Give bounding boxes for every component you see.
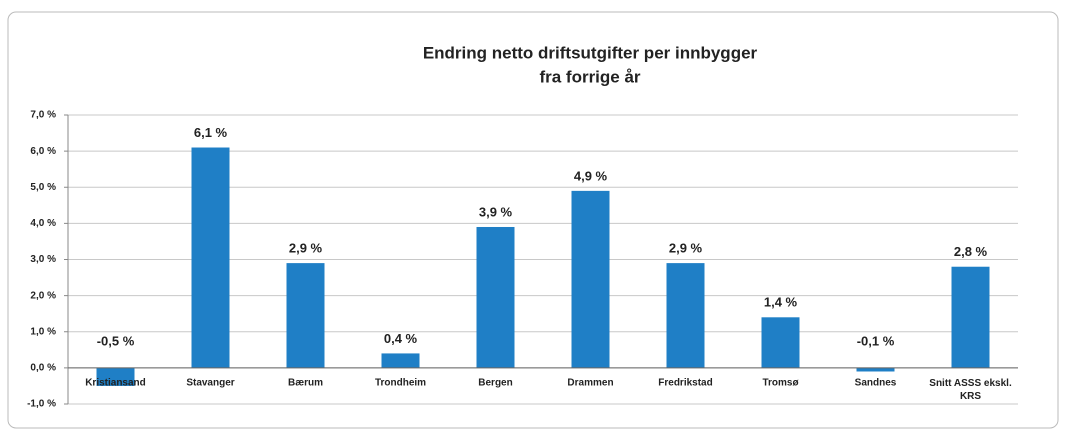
y-tick-label: 1,0 % <box>30 326 56 337</box>
data-label: 3,9 % <box>479 204 513 219</box>
bar <box>571 190 610 368</box>
x-tick-label: Kristiansand <box>85 378 146 389</box>
x-tick-label: Trondheim <box>375 378 426 389</box>
x-tick-label: Drammen <box>567 378 613 389</box>
data-label: -0,5 % <box>97 333 135 348</box>
data-label: 4,9 % <box>574 168 608 183</box>
bar <box>191 147 230 368</box>
bar <box>96 367 135 386</box>
x-tick-label: Bergen <box>478 378 512 389</box>
data-label: 1,4 % <box>764 295 798 310</box>
data-label: 2,9 % <box>289 241 323 256</box>
chart-title: fra forrige år <box>539 67 640 86</box>
data-label: 0,4 % <box>384 331 418 346</box>
bar <box>951 266 990 368</box>
x-tick-label: Fredrikstad <box>658 378 712 389</box>
data-label: 2,9 % <box>669 241 703 256</box>
bar <box>666 263 705 368</box>
x-tick-label: Stavanger <box>186 378 234 389</box>
x-tick-label: Sandnes <box>855 378 897 389</box>
bar <box>286 263 325 368</box>
y-tick-label: 5,0 % <box>30 182 56 193</box>
x-tick-label: Snitt ASSS ekskl. KRS <box>929 378 1012 402</box>
data-label: 2,8 % <box>954 244 988 259</box>
y-tick-label: 6,0 % <box>30 146 56 157</box>
bar <box>761 317 800 368</box>
chart-title: Endring netto driftsutgifter per innbygg… <box>423 43 758 62</box>
y-tick-label: 2,0 % <box>30 290 56 301</box>
data-label: 6,1 % <box>194 125 228 140</box>
bar <box>381 353 420 368</box>
y-tick-label: 0,0 % <box>30 363 56 374</box>
y-tick-label: 3,0 % <box>30 254 56 265</box>
y-tick-label: 4,0 % <box>30 218 56 229</box>
data-label: -0,1 % <box>857 333 895 348</box>
x-tick-label: Tromsø <box>762 378 799 389</box>
chart-frame <box>7 11 1059 429</box>
bar <box>856 367 895 372</box>
y-tick-label: 7,0 % <box>30 110 56 121</box>
x-tick-label: Bærum <box>288 378 323 389</box>
y-tick-label: -1,0 % <box>27 399 56 410</box>
bar <box>476 226 515 368</box>
